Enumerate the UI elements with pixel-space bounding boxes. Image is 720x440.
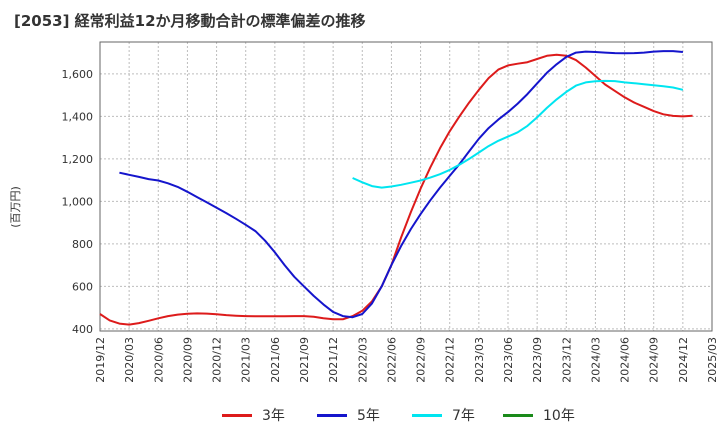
x-tick-labels: 2019/12 2020/03 2020/06 2020/09 2020/12 2021/… (94, 337, 719, 383)
x-tick-label: 2023/09 (531, 337, 544, 383)
x-tick-label: 2020/03 (123, 337, 136, 383)
series-line (99, 53, 693, 326)
chart-title: [2053] 経常利益12か月移動合計の標準偏差の推移 (14, 12, 366, 30)
x-tick-label: 2022/03 (356, 337, 369, 383)
x-tick-label: 2022/09 (415, 337, 428, 383)
series-line (352, 79, 684, 189)
plot-frame (99, 41, 713, 332)
y-tick-label: 400 (72, 323, 93, 336)
x-tick-label: 2021/09 (298, 337, 311, 383)
series-line (119, 50, 683, 319)
axes (99, 41, 713, 332)
gridlines (99, 42, 713, 331)
y-tick-label: 1,000 (62, 195, 94, 208)
legend-swatch (412, 413, 442, 417)
x-tick-label: 2024/06 (619, 337, 632, 383)
y-tick-labels: 400 600 800 1,000 1,200 1,400 1,600 (62, 68, 94, 336)
legend-swatch (503, 413, 533, 417)
x-tick-label: 2020/12 (211, 337, 224, 383)
y-tick-label: 600 (72, 280, 93, 293)
x-tick-label: 2022/06 (385, 337, 398, 383)
legend-swatch (222, 413, 252, 417)
x-tick-label: 2023/12 (560, 337, 573, 383)
legend-item: 5年 (317, 403, 380, 427)
legend-item: 7年 (412, 403, 475, 427)
x-tick-label: 2021/03 (240, 337, 253, 383)
x-tick-label: 2024/03 (589, 337, 602, 383)
x-tick-label: 2019/12 (94, 337, 107, 383)
y-tick-label: 1,600 (62, 68, 94, 81)
legend-item: 3年 (222, 403, 285, 427)
legend-swatch (317, 413, 347, 417)
line-chart: 400 600 800 1,000 1,200 1,400 1,600 2019/12 202… (62, 41, 719, 383)
legend-label: 3年 (262, 408, 285, 424)
x-tick-label: 2024/09 (648, 337, 661, 383)
x-tick-label: 2025/03 (706, 337, 719, 383)
x-tick-label: 2021/12 (327, 337, 340, 383)
series-lines (99, 50, 693, 326)
legend-label: 5年 (357, 408, 380, 424)
legend-item: 10年 (503, 403, 575, 427)
x-tick-label: 2024/12 (677, 337, 690, 383)
x-tick-label: 2023/06 (502, 337, 515, 383)
legend-label: 7年 (452, 408, 475, 424)
y-tick-label: 1,200 (62, 153, 94, 166)
legend-label: 10年 (543, 408, 575, 424)
y-tick-label: 800 (72, 238, 93, 251)
x-tick-label: 2020/09 (181, 337, 194, 383)
x-tick-label: 2022/12 (444, 337, 457, 383)
x-tick-label: 2020/06 (152, 337, 165, 383)
y-tick-label: 1,400 (62, 110, 94, 123)
legend: 3年 5年 7年 10年 (0, 403, 720, 427)
x-tick-label: 2023/03 (473, 337, 486, 383)
x-tick-label: 2021/06 (269, 337, 282, 383)
